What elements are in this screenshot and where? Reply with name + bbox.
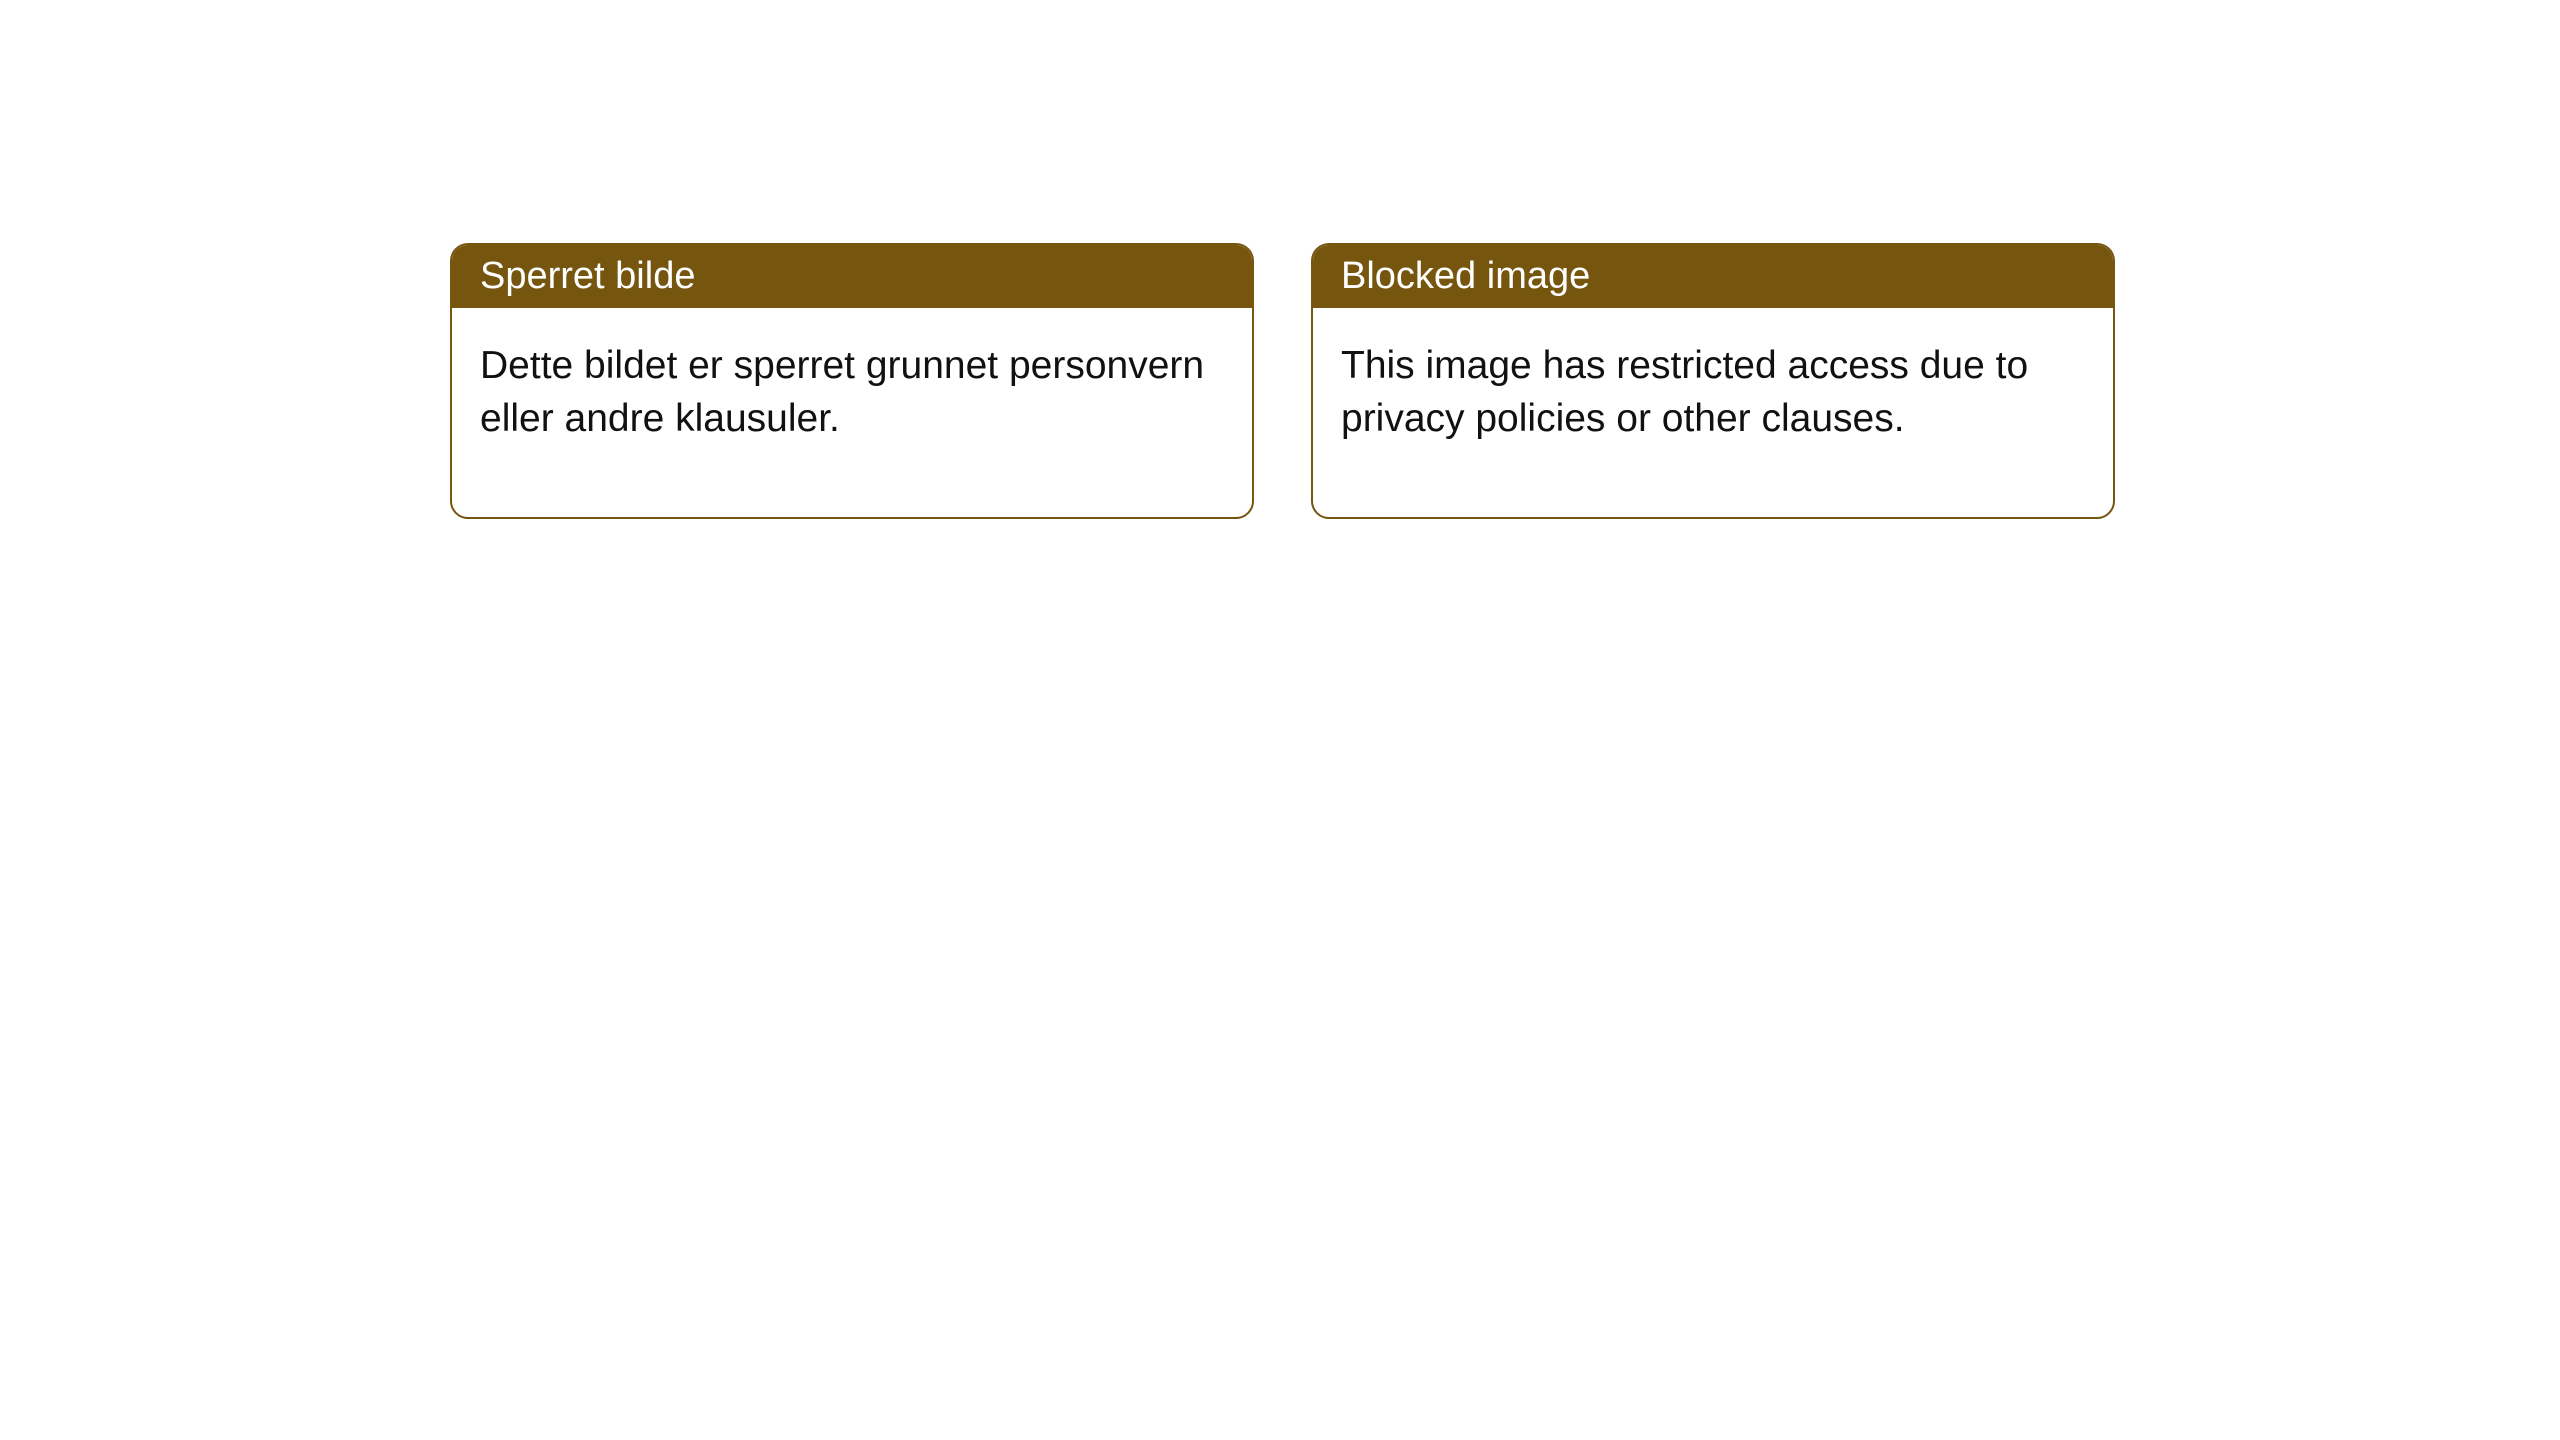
- notice-card-norwegian: Sperret bilde Dette bildet er sperret gr…: [450, 243, 1254, 519]
- notice-title: Sperret bilde: [452, 245, 1252, 308]
- notice-title: Blocked image: [1313, 245, 2113, 308]
- notice-body: Dette bildet er sperret grunnet personve…: [452, 308, 1252, 517]
- notices-container: Sperret bilde Dette bildet er sperret gr…: [0, 0, 2560, 519]
- notice-body: This image has restricted access due to …: [1313, 308, 2113, 517]
- notice-card-english: Blocked image This image has restricted …: [1311, 243, 2115, 519]
